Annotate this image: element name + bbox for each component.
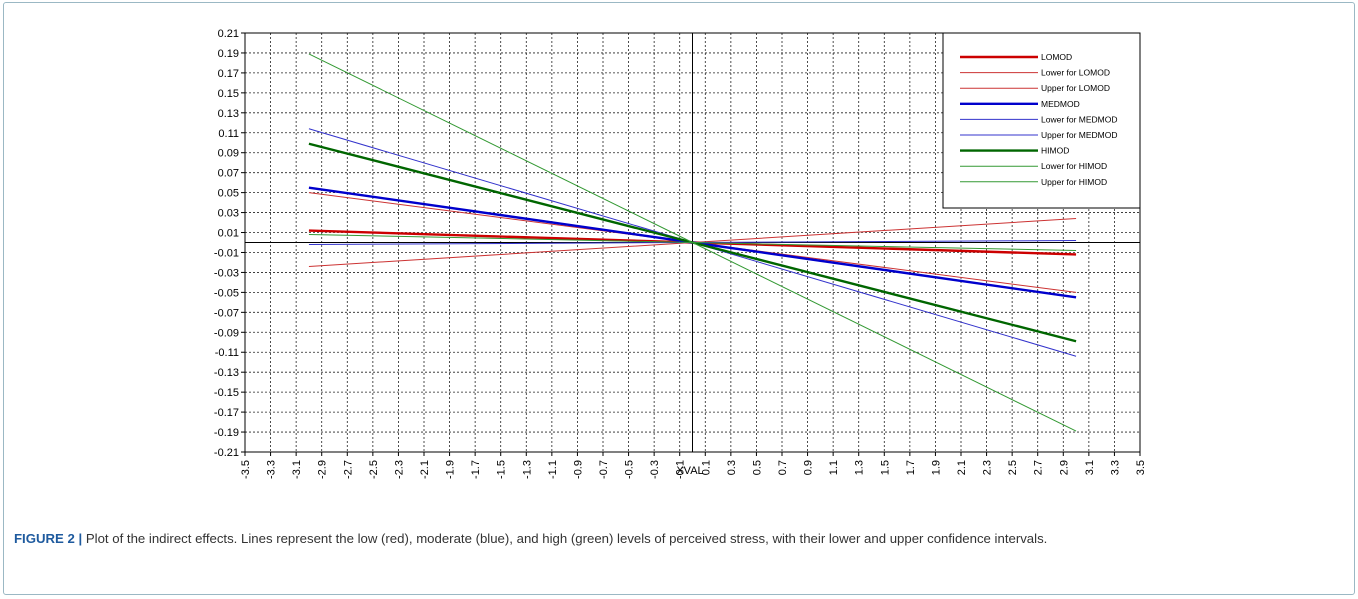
ticks-layer: 0.21 0.19 0.17 0.15 0.13 0.11 0.09 0.07 0.05 0.03… xyxy=(214,28,1147,479)
x-tick-label: -2.5 xyxy=(368,460,380,479)
x-tick-label: -2.7 xyxy=(342,460,354,479)
x-tick-label: -3.5 xyxy=(240,460,252,479)
x-tick-label: -2.9 xyxy=(317,460,329,479)
x-tick-label: 2.3 xyxy=(982,460,994,475)
y-tick-label: -0.13 xyxy=(214,367,239,379)
y-tick-label: 0.03 xyxy=(218,208,239,220)
y-tick-label: -0.05 xyxy=(214,287,239,299)
y-tick-label: 0.11 xyxy=(218,128,239,140)
y-tick-label: -0.19 xyxy=(214,427,239,439)
x-tick-label: 0.5 xyxy=(751,460,763,475)
y-tick-label: -0.15 xyxy=(214,387,239,399)
y-tick-label: 0.07 xyxy=(218,168,239,180)
x-tick-label: 2.9 xyxy=(1058,460,1070,475)
legend-label: Lower for HIMOD xyxy=(1041,161,1107,171)
legend-label: Upper for HIMOD xyxy=(1041,177,1107,187)
x-tick-label: 3.3 xyxy=(1109,460,1121,475)
x-tick-label: -1.5 xyxy=(496,460,508,479)
x-tick-label: -1.9 xyxy=(445,460,457,479)
y-tick-label: -0.01 xyxy=(214,247,239,259)
legend-label: LOMOD xyxy=(1041,52,1072,62)
y-tick-label: 0.09 xyxy=(218,148,239,160)
legend-box xyxy=(942,32,1141,209)
x-tick-label: -0.3 xyxy=(649,460,661,479)
x-axis-label: XVAL xyxy=(676,465,703,477)
x-tick-label: -0.9 xyxy=(572,460,584,479)
x-tick-label: 2.7 xyxy=(1033,460,1045,475)
x-tick-label: -2.1 xyxy=(419,460,431,479)
legend-label: Upper for MEDMOD xyxy=(1041,130,1118,140)
y-tick-label: -0.09 xyxy=(214,327,239,339)
y-tick-label: 0.01 xyxy=(218,228,239,240)
x-tick-label: 0.3 xyxy=(726,460,738,475)
x-tick-label: 3.5 xyxy=(1135,460,1147,475)
x-tick-label: 1.9 xyxy=(930,460,942,475)
y-tick-label: -0.03 xyxy=(214,267,239,279)
legend-label: MEDMOD xyxy=(1041,99,1080,109)
x-tick-label: -1.3 xyxy=(521,460,533,479)
y-tick-label: -0.21 xyxy=(214,447,239,459)
y-tick-label: 0.17 xyxy=(218,68,239,80)
y-tick-label: 0.19 xyxy=(218,48,239,60)
legend-label: Lower for MEDMOD xyxy=(1041,114,1118,124)
x-tick-label: 2.1 xyxy=(956,460,968,475)
series-line-upper-for-himod xyxy=(308,53,1077,432)
figure-caption-text: Plot of the indirect effects. Lines repr… xyxy=(82,531,1048,546)
y-tick-label: 0.05 xyxy=(218,188,239,200)
legend-label: HIMOD xyxy=(1041,146,1069,156)
legend-label: Upper for LOMOD xyxy=(1041,83,1110,93)
figure-caption: FIGURE 2 | Plot of the indirect effects.… xyxy=(14,529,1334,549)
x-tick-label: -3.1 xyxy=(291,460,303,479)
figure-caption-label: FIGURE 2 | xyxy=(14,531,83,546)
indirect-effects-chart: 0.21 0.19 0.17 0.15 0.13 0.11 0.09 0.07 0.05 0.03… xyxy=(214,28,1147,479)
x-tick-label: 2.5 xyxy=(1007,460,1019,475)
x-tick-label: 1.5 xyxy=(879,460,891,475)
x-tick-label: 1.1 xyxy=(828,460,840,475)
series-layer xyxy=(308,53,1077,432)
y-tick-label: -0.07 xyxy=(214,307,239,319)
x-tick-label: -2.3 xyxy=(393,460,405,479)
x-tick-label: -0.1 xyxy=(675,460,687,479)
y-tick-label: 0.21 xyxy=(218,28,239,40)
x-tick-label: 3.1 xyxy=(1084,460,1096,475)
x-tick-label: -0.7 xyxy=(598,460,610,479)
x-tick-label: 0.9 xyxy=(803,460,815,475)
x-tick-label: 0.7 xyxy=(777,460,789,475)
y-tick-label: -0.17 xyxy=(214,407,239,419)
y-tick-label: 0.15 xyxy=(218,88,239,100)
legend-label: Lower for LOMOD xyxy=(1041,68,1110,78)
x-tick-label: 1.7 xyxy=(905,460,917,475)
legend-layer: LOMOD Lower for LOMOD Upper for LOMOD MEDMO… xyxy=(942,32,1141,209)
y-tick-label: 0.13 xyxy=(218,108,239,120)
x-tick-label: -1.1 xyxy=(547,460,559,479)
figure-frame xyxy=(3,2,1355,595)
y-tick-label: -0.11 xyxy=(215,347,239,359)
x-tick-label: -1.7 xyxy=(470,460,482,479)
x-tick-label: -0.5 xyxy=(624,460,636,479)
x-tick-label: 1.3 xyxy=(854,460,866,475)
x-tick-label: 0.1 xyxy=(700,460,712,475)
x-tick-label: -3.3 xyxy=(266,460,278,479)
